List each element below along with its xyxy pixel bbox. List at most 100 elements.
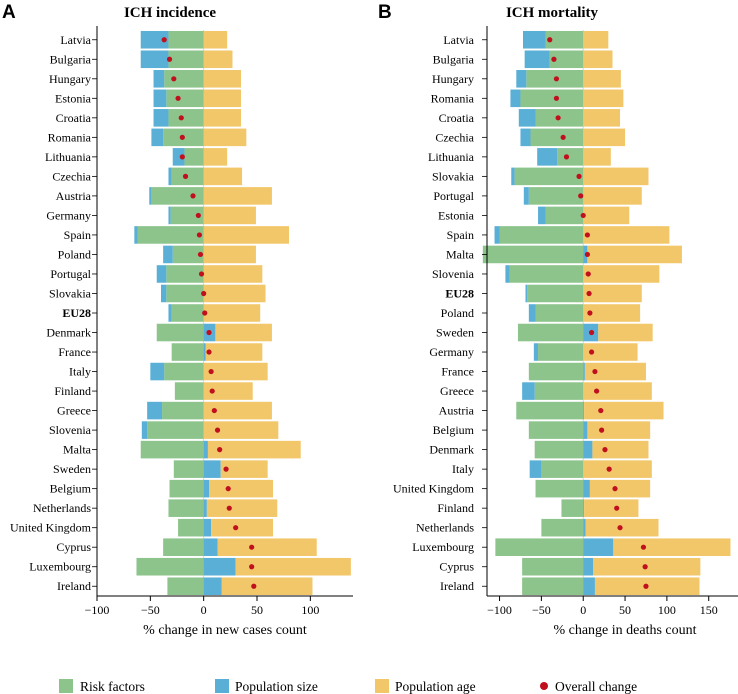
bar-popage-latvia [583, 30, 609, 49]
category-label: Lithuania [45, 150, 92, 164]
bar-popage-malta [207, 440, 301, 459]
bar-popsize-malta [203, 440, 208, 459]
category-label: Netherlands [33, 501, 91, 515]
overall-marker-portugal [578, 193, 584, 199]
bar-popage-austria [584, 401, 664, 420]
category-label: Sweden [53, 462, 91, 476]
category-label: Malta [446, 247, 475, 261]
bar-risk-croatia [168, 109, 204, 127]
bar-risk-hungary [164, 70, 204, 88]
category-label: Denmark [46, 326, 91, 340]
bar-risk-italy [541, 460, 584, 478]
bar-popage-luxembourg [613, 538, 731, 556]
bar-popage-finland [584, 499, 639, 517]
bar-risk-bulgaria [549, 50, 584, 69]
bar-risk-netherlands [541, 518, 584, 537]
bar-popage-germany [203, 206, 256, 225]
bar-risk-luxembourg [495, 538, 584, 556]
overall-marker-netherlands [226, 505, 232, 511]
bar-popage-france [584, 362, 646, 381]
panel-mortality: B ICH mortality % change in deaths count… [378, 2, 738, 638]
bar-risk-united-kingdom [535, 479, 584, 498]
category-label: France [441, 365, 474, 379]
bar-risk-finland [174, 382, 204, 400]
category-label: Bulgaria [433, 52, 475, 66]
x-tick-label: −100 [85, 603, 110, 617]
bar-popage-croatia [203, 109, 241, 127]
overall-marker-france [592, 368, 598, 375]
bar-risk-malta [482, 245, 584, 264]
category-label: Italy [452, 462, 474, 476]
bar-popsize-portugal [156, 265, 167, 283]
bar-risk-austria [516, 401, 584, 420]
bar-popage-france [205, 343, 263, 361]
bar-popage-slovakia [203, 284, 266, 303]
bar-popage-united-kingdom [589, 479, 651, 498]
bar-risk-belgium [169, 479, 204, 498]
overall-marker-slovenia [585, 271, 591, 277]
bar-popsize-czechia [168, 167, 172, 186]
category-label: Cyprus [56, 540, 91, 554]
overall-marker-cyprus [249, 544, 255, 550]
panel-incidence: A ICH incidence % change in new cases co… [2, 2, 353, 638]
legend-marker-overall-change [540, 682, 548, 690]
bar-risk-romania [520, 89, 584, 108]
overall-marker-malta [217, 447, 223, 453]
overall-marker-eu28 [586, 290, 592, 297]
bar-popage-hungary [583, 70, 621, 88]
overall-marker-romania [553, 95, 560, 101]
overall-marker-sweden [223, 466, 229, 472]
bar-risk-latvia [168, 30, 204, 49]
panel-title: ICH incidence [124, 5, 216, 21]
category-label: Germany [46, 208, 91, 222]
bar-popage-poland [583, 304, 641, 322]
overall-marker-luxembourg [640, 544, 647, 550]
bar-risk-denmark [156, 323, 204, 342]
bar-popsize-latvia [522, 30, 546, 49]
category-label: Greece [57, 404, 91, 418]
category-label: Germany [429, 345, 474, 359]
bar-popage-luxembourg [235, 557, 351, 576]
bar-popsize-lithuania [172, 148, 185, 166]
bar-popage-greece [203, 401, 272, 420]
category-label: Greece [440, 384, 474, 398]
bar-risk-poland [172, 245, 204, 264]
category-label: Luxembourg [412, 540, 474, 554]
overall-marker-latvia [161, 37, 167, 43]
overall-marker-france [206, 349, 212, 355]
overall-marker-luxembourg [249, 564, 255, 570]
bar-risk-bulgaria [168, 50, 204, 69]
bar-popage-spain [203, 226, 289, 244]
overall-marker-united-kingdom [612, 486, 618, 492]
bar-risk-malta [140, 440, 204, 459]
category-label: Ireland [440, 579, 474, 593]
bar-popage-greece [583, 382, 652, 400]
overall-marker-bulgaria [551, 56, 557, 62]
bar-popage-romania [583, 89, 624, 108]
x-axis-label: % change in new cases count [143, 623, 307, 638]
legend: Risk factors Population size Population … [59, 679, 637, 694]
overall-marker-austria [598, 407, 604, 414]
bar-popage-spain [583, 226, 670, 244]
bar-popsize-belgium [583, 421, 588, 439]
bar-popsize-hungary [153, 70, 165, 88]
category-label: Italy [69, 365, 91, 379]
overall-marker-greece [594, 388, 600, 394]
bar-popsize-cyprus [203, 538, 218, 556]
bar-popage-finland [203, 382, 253, 400]
bar-popsize-netherlands [583, 518, 586, 537]
overall-marker-germany [588, 349, 595, 355]
bar-risk-denmark [534, 440, 584, 459]
bar-popsize-eu28 [168, 304, 172, 322]
bar-risk-spain [499, 226, 584, 244]
legend-label-overall-change: Overall change [555, 679, 637, 694]
x-axis-label: % change in deaths count [553, 623, 696, 638]
category-label: Slovakia [49, 286, 92, 300]
bar-risk-france [528, 362, 584, 381]
bar-popsize-austria [149, 187, 152, 205]
category-label: Czechia [52, 169, 91, 183]
overall-marker-croatia [555, 115, 561, 121]
bar-risk-spain [137, 226, 204, 244]
overall-marker-portugal [198, 271, 205, 277]
